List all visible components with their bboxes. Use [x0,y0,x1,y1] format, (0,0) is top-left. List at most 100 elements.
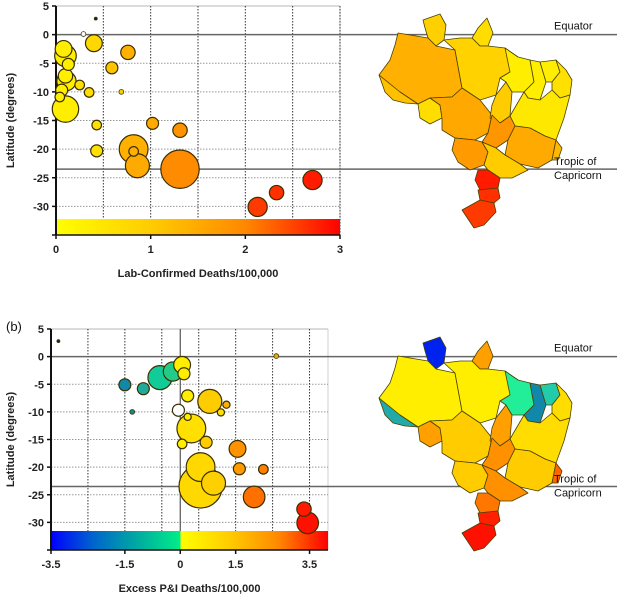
y-tick-label: 0 [43,30,49,42]
data-point [51,95,80,123]
data-point [128,146,140,157]
map-region-maranhao [499,47,535,93]
x-tick-label: -3.5 [42,559,61,571]
map-region-rio-grande-do-sul [461,522,497,552]
data-point [302,169,323,191]
map-region-mato-grosso-do-sul [551,462,563,484]
tropic-label-line2: Capricorn [554,170,602,182]
data-point [176,413,207,444]
data-point [105,61,119,75]
y-tick-label: -20 [33,144,49,156]
map-region-rio-grande-do-sul [461,199,497,229]
x-axis-label: Lab-Confirmed Deaths/100,000 [118,268,279,280]
x-tick-label: 0 [177,559,183,571]
x-tick-label: 1.5 [228,559,243,571]
data-point [136,382,150,396]
data-point [54,39,73,58]
y-tick-label: -15 [28,435,44,447]
data-point [222,400,231,409]
data-point [242,485,266,509]
x-tick-label: 2 [242,244,248,256]
y-tick-label: -30 [33,201,49,213]
data-point [171,403,186,417]
data-point [268,184,285,201]
brazil-map [378,336,573,552]
x-tick-label: -1.5 [115,559,134,571]
data-point [93,16,98,21]
y-tick-label: -10 [33,87,49,99]
map-region-espirito-santo [481,141,529,179]
colorbar [56,219,340,235]
map-region-mato-grosso [429,410,493,464]
x-axis-label: Excess P&I Deaths/100,000 [119,583,261,595]
map-region-maranhao [499,370,535,416]
data-point [176,438,188,450]
map-region-mato-grosso-do-sul [551,139,563,161]
data-point [200,470,227,496]
x-tick-label: 0 [53,244,59,256]
data-point [172,122,188,139]
data-point [247,196,268,218]
data-point [232,462,246,476]
y-tick-label: -5 [34,379,44,391]
data-point [199,435,213,449]
data-point [84,34,103,53]
data-point [83,87,95,98]
map-region-roraima [422,13,447,47]
y-tick-label: 5 [43,1,49,13]
y-tick-label: 5 [38,324,44,336]
data-point [181,389,195,403]
data-point [120,44,136,61]
panel-label: (b) [6,319,22,334]
y-tick-label: -10 [28,407,44,419]
data-point [145,116,160,130]
data-point [124,153,151,179]
data-point [61,57,75,71]
data-point [129,409,136,415]
data-point [90,144,104,158]
y-tick-label: -20 [28,462,44,474]
data-point [216,408,226,417]
tropic-label-line2: Capricorn [554,487,602,499]
brazil-map [378,13,573,229]
data-point [197,388,223,414]
map-region-espirito-santo [481,464,529,502]
x-tick-label: 1 [148,244,154,256]
data-point [257,463,269,475]
panel-a: 5 0 -5 -10 -15 -20 -25 -30 0 1 2 3 Lab-Confirmed Dea… [5,1,617,280]
data-point [177,367,191,381]
data-point [56,339,61,344]
data-point [118,89,125,95]
panel-b: 5 0 -5 -10 -15 -20 -25 -30 -3.5 -1.5 0 1.5 3.5 Excess… [5,319,617,595]
data-point [80,31,87,37]
colorbar [51,531,328,550]
map-region-acre [378,74,419,105]
map-region-acre [378,397,419,428]
map-region-santa-catarina [477,187,501,204]
data-point [296,501,312,517]
y-tick-label: -5 [39,58,49,70]
equator-label: Equator [554,21,593,33]
y-tick-label: -25 [28,490,44,502]
data-point [273,353,280,359]
y-tick-label: 0 [38,352,44,364]
map-region-roraima [422,336,447,370]
data-point [160,149,200,189]
map-region-santa-catarina [477,510,501,527]
equator-label: Equator [554,343,593,355]
data-point [183,412,192,422]
y-tick-label: -15 [33,116,49,128]
x-tick-label: 3 [337,244,343,256]
y-axis-label: Latitude (degrees) [5,391,17,487]
tropic-label-line1: Tropic of [554,156,597,168]
data-point [228,439,247,458]
data-point [54,91,66,103]
data-point [118,378,132,392]
data-point [91,119,103,131]
y-tick-label: -30 [28,517,44,529]
tropic-label-line1: Tropic of [554,473,597,485]
data-point [74,79,86,91]
x-tick-label: 3.5 [302,559,317,571]
data-point [57,68,74,84]
